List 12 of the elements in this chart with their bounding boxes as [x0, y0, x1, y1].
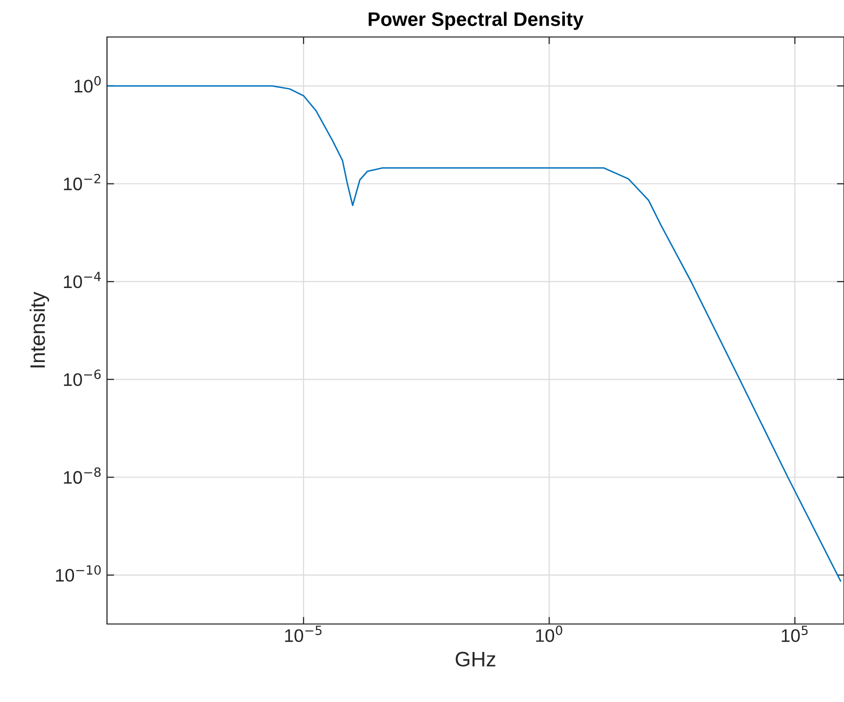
- x-tick-label: 10$^{5}$: [782, 626, 808, 642]
- y-tick-label: 10$^{−2}$: [64, 174, 100, 190]
- y-axis-title: Intensity: [30, 292, 50, 368]
- y-tick-label: 10$^{−10}$: [56, 565, 101, 582]
- chart-title: Power Spectral Density: [368, 12, 584, 30]
- x-tick-label: 10$^{−5}$: [285, 626, 322, 642]
- y-tick-label: 10$^{−8}$: [64, 467, 101, 484]
- x-tick-label: 10$^{0}$: [536, 626, 562, 642]
- y-tick-label: 10$^{−6}$: [64, 370, 101, 386]
- y-tick-label: 10$^{−4}$: [64, 272, 101, 288]
- x-axis-title: GHz: [456, 652, 496, 667]
- y-tick-label: 10$^{0}$: [74, 76, 101, 92]
